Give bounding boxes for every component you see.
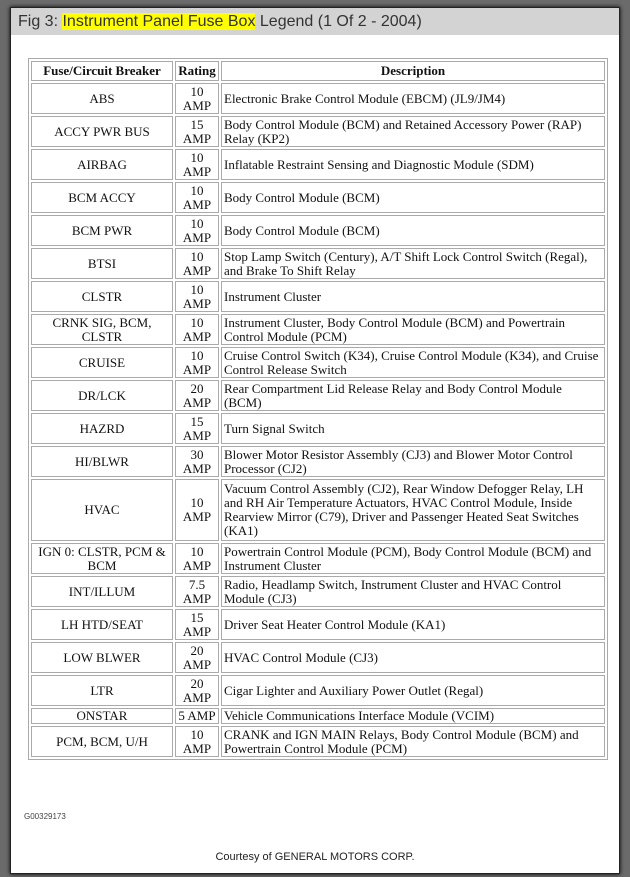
rating-cell: 20 AMP	[175, 380, 219, 411]
rating-cell: 10 AMP	[175, 347, 219, 378]
rating-cell: 10 AMP	[175, 479, 219, 541]
description-cell: Instrument Cluster, Body Control Module …	[221, 314, 605, 345]
table-row: LOW BLWER 20 AMP HVAC Control Module (CJ3)	[31, 642, 605, 673]
column-header-rating: Rating	[175, 61, 219, 81]
fuse-cell: LH HTD/SEAT	[31, 609, 173, 640]
fuse-cell: CRNK SIG, BCM, CLSTR	[31, 314, 173, 345]
table-row: INT/ILLUM 7.5 AMP Radio, Headlamp Switch, …	[31, 576, 605, 607]
rating-cell: 30 AMP	[175, 446, 219, 477]
table-row: LH HTD/SEAT 15 AMP Driver Seat Heater Cont…	[31, 609, 605, 640]
description-cell: Powertrain Control Module (PCM), Body Co…	[221, 543, 605, 574]
description-cell: Vehicle Communications Interface Module …	[221, 708, 605, 724]
table-row: CLSTR 10 AMP Instrument Cluster	[31, 281, 605, 312]
fuse-cell: CRUISE	[31, 347, 173, 378]
fuse-cell: CLSTR	[31, 281, 173, 312]
table-row: IGN 0: CLSTR, PCM & BCM 10 AMP Powertrain …	[31, 543, 605, 574]
fuse-cell: BCM ACCY	[31, 182, 173, 213]
figure-code: G00329173	[24, 812, 66, 821]
courtesy-text: Courtesy of GENERAL MOTORS CORP.	[215, 851, 415, 863]
fuse-cell: ACCY PWR BUS	[31, 116, 173, 147]
rating-cell: 10 AMP	[175, 248, 219, 279]
rating-cell: 15 AMP	[175, 413, 219, 444]
fuse-cell: HVAC	[31, 479, 173, 541]
table-row: CRNK SIG, BCM, CLSTR 10 AMP Instrument Clu…	[31, 314, 605, 345]
table-row: PCM, BCM, U/H 10 AMP CRANK and IGN MAIN Re…	[31, 726, 605, 757]
fuse-cell: ABS	[31, 83, 173, 114]
description-cell: Cigar Lighter and Auxiliary Power Outlet…	[221, 675, 605, 706]
table-row: HAZRD 15 AMP Turn Signal Switch	[31, 413, 605, 444]
rating-cell: 10 AMP	[175, 83, 219, 114]
fuse-cell: AIRBAG	[31, 149, 173, 180]
description-cell: Electronic Brake Control Module (EBCM) (…	[221, 83, 605, 114]
description-cell: Vacuum Control Assembly (CJ2), Rear Wind…	[221, 479, 605, 541]
rating-cell: 5 AMP	[175, 708, 219, 724]
table-row: AIRBAG 10 AMP Inflatable Restraint Sensing…	[31, 149, 605, 180]
fuse-legend-table: Fuse/Circuit Breaker Rating Description …	[28, 58, 608, 760]
description-cell: Stop Lamp Switch (Century), A/T Shift Lo…	[221, 248, 605, 279]
rating-cell: 10 AMP	[175, 149, 219, 180]
fuse-cell: BTSI	[31, 248, 173, 279]
fuse-cell: DR/LCK	[31, 380, 173, 411]
title-suffix: Legend (1 Of 2 - 2004)	[255, 13, 422, 30]
rating-cell: 20 AMP	[175, 675, 219, 706]
table-row: CRUISE 10 AMP Cruise Control Switch (K34),…	[31, 347, 605, 378]
fuse-cell: PCM, BCM, U/H	[31, 726, 173, 757]
table-row: ONSTAR 5 AMP Vehicle Communications Interf…	[31, 708, 605, 724]
fuse-cell: IGN 0: CLSTR, PCM & BCM	[31, 543, 173, 574]
description-cell: Inflatable Restraint Sensing and Diagnos…	[221, 149, 605, 180]
rating-cell: 10 AMP	[175, 281, 219, 312]
fuse-cell: ONSTAR	[31, 708, 173, 724]
description-cell: Driver Seat Heater Control Module (KA1)	[221, 609, 605, 640]
table-header-row: Fuse/Circuit Breaker Rating Description	[31, 61, 605, 81]
table-row: HI/BLWR 30 AMP Blower Motor Resistor Assem…	[31, 446, 605, 477]
fuse-cell: HAZRD	[31, 413, 173, 444]
rating-cell: 10 AMP	[175, 314, 219, 345]
table-row: HVAC 10 AMP Vacuum Control Assembly (CJ2),…	[31, 479, 605, 541]
rating-cell: 10 AMP	[175, 215, 219, 246]
rating-cell: 7.5 AMP	[175, 576, 219, 607]
table-row: BCM ACCY 10 AMP Body Control Module (BCM)	[31, 182, 605, 213]
title-prefix: Fig 3:	[18, 13, 63, 30]
rating-cell: 15 AMP	[175, 116, 219, 147]
fuse-cell: HI/BLWR	[31, 446, 173, 477]
fuse-cell: LOW BLWER	[31, 642, 173, 673]
description-cell: Blower Motor Resistor Assembly (CJ3) and…	[221, 446, 605, 477]
description-cell: Body Control Module (BCM) and Retained A…	[221, 116, 605, 147]
fuse-cell: LTR	[31, 675, 173, 706]
column-header-description: Description	[221, 61, 605, 81]
description-cell: CRANK and IGN MAIN Relays, Body Control …	[221, 726, 605, 757]
rating-cell: 15 AMP	[175, 609, 219, 640]
rating-cell: 20 AMP	[175, 642, 219, 673]
figure-card: Fig 3: Instrument Panel Fuse Box Legend …	[10, 7, 620, 874]
column-header-fuse: Fuse/Circuit Breaker	[31, 61, 173, 81]
table-row: ACCY PWR BUS 15 AMP Body Control Module (B…	[31, 116, 605, 147]
description-cell: Radio, Headlamp Switch, Instrument Clust…	[221, 576, 605, 607]
table-row: DR/LCK 20 AMP Rear Compartment Lid Release…	[31, 380, 605, 411]
title-highlight: Instrument Panel Fuse Box	[62, 13, 256, 30]
table-row: BCM PWR 10 AMP Body Control Module (BCM)	[31, 215, 605, 246]
figure-title: Fig 3: Instrument Panel Fuse Box Legend …	[11, 8, 619, 35]
rating-cell: 10 AMP	[175, 182, 219, 213]
description-cell: HVAC Control Module (CJ3)	[221, 642, 605, 673]
table-row: LTR 20 AMP Cigar Lighter and Auxiliary Pow…	[31, 675, 605, 706]
fuse-cell: BCM PWR	[31, 215, 173, 246]
description-cell: Rear Compartment Lid Release Relay and B…	[221, 380, 605, 411]
table-row: BTSI 10 AMP Stop Lamp Switch (Century), A/…	[31, 248, 605, 279]
rating-cell: 10 AMP	[175, 726, 219, 757]
description-cell: Body Control Module (BCM)	[221, 215, 605, 246]
description-cell: Body Control Module (BCM)	[221, 182, 605, 213]
fuse-cell: INT/ILLUM	[31, 576, 173, 607]
description-cell: Cruise Control Switch (K34), Cruise Cont…	[221, 347, 605, 378]
table-row: ABS 10 AMP Electronic Brake Control Module…	[31, 83, 605, 114]
description-cell: Turn Signal Switch	[221, 413, 605, 444]
description-cell: Instrument Cluster	[221, 281, 605, 312]
rating-cell: 10 AMP	[175, 543, 219, 574]
